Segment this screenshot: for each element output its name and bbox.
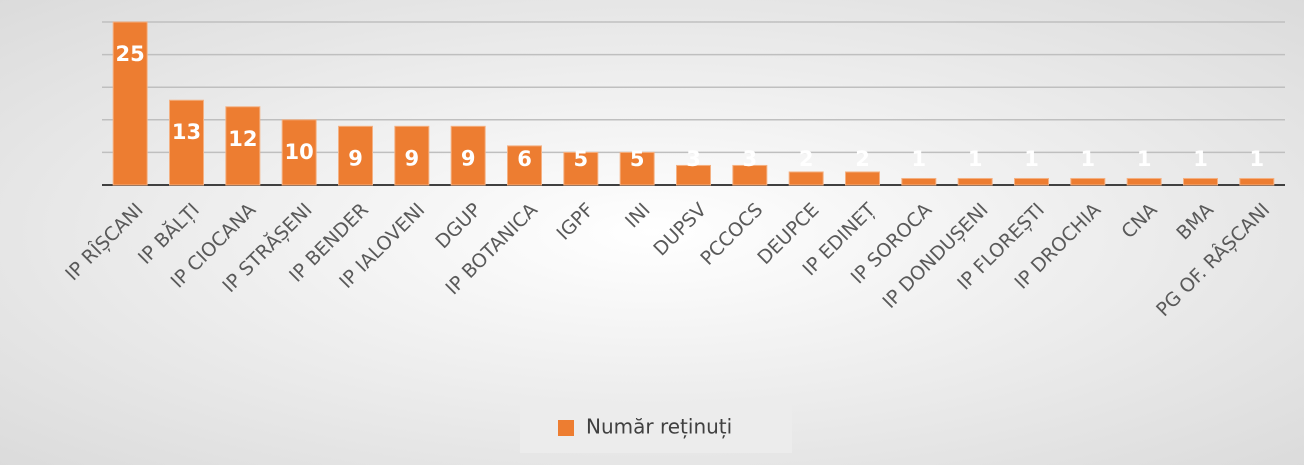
data-label: 1	[1081, 147, 1096, 171]
bar	[563, 151, 599, 186]
bar	[788, 171, 824, 186]
legend-swatch	[558, 420, 574, 436]
bar	[1126, 177, 1162, 186]
bar	[1014, 177, 1049, 186]
bar	[507, 145, 542, 186]
data-label: 12	[228, 127, 257, 151]
bar	[394, 125, 430, 186]
data-label: 3	[743, 147, 758, 171]
data-label: 1	[1137, 147, 1152, 171]
data-label: 9	[348, 146, 363, 170]
bar	[619, 151, 655, 186]
data-label: 5	[630, 147, 645, 171]
data-label: 9	[405, 146, 420, 170]
bar	[338, 125, 373, 186]
bar	[169, 99, 204, 186]
data-label: 1	[1193, 147, 1208, 171]
legend-label: Număr reținuți	[586, 415, 732, 439]
data-label: 10	[285, 140, 314, 164]
data-label: 13	[172, 120, 201, 144]
data-label: 6	[517, 147, 532, 171]
data-label: 2	[799, 147, 814, 171]
data-label: 25	[116, 42, 145, 66]
data-label: 1	[1250, 147, 1265, 171]
bar	[676, 164, 711, 186]
data-label: 9	[461, 146, 476, 170]
bar	[225, 106, 261, 186]
bar	[281, 119, 317, 186]
data-label: 1	[968, 147, 983, 171]
data-label: 1	[912, 147, 927, 171]
data-label: 2	[855, 147, 870, 171]
bar	[1070, 177, 1106, 186]
bar	[450, 125, 486, 186]
bar	[732, 164, 768, 186]
bar	[112, 21, 148, 186]
bar	[845, 171, 880, 186]
bar	[901, 177, 937, 186]
data-label: 1	[1024, 147, 1039, 171]
data-label: 3	[686, 147, 701, 171]
bar	[957, 177, 993, 186]
bar	[1183, 177, 1218, 186]
bar	[1239, 177, 1275, 186]
data-label: 5	[574, 147, 589, 171]
